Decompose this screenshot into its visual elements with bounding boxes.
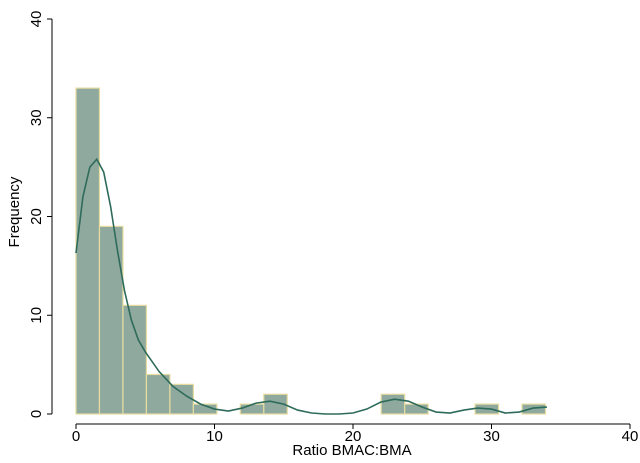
bar [239,403,265,415]
y-tick-label: 30 [28,109,45,126]
bar [75,87,101,415]
x-tick-label: 40 [622,428,639,445]
y-tick-label: 40 [28,11,45,28]
x-tick-label: 20 [345,428,362,445]
x-tick-label: 30 [483,428,500,445]
x-tick-label: 0 [72,428,80,445]
bar [169,383,194,415]
x-tick-label: 10 [206,428,223,445]
y-tick-label: 10 [28,307,45,324]
bar [98,225,124,415]
y-tick-label: 0 [28,410,45,418]
y-axis-label: Frequency [6,176,23,247]
bar [263,393,288,415]
bar [122,304,148,415]
y-tick-label: 20 [28,208,45,225]
bar [380,393,406,415]
density-line [75,157,547,415]
bar [404,403,429,415]
bar [521,403,547,415]
x-axis-label: Ratio BMAC:BMA [292,442,411,459]
